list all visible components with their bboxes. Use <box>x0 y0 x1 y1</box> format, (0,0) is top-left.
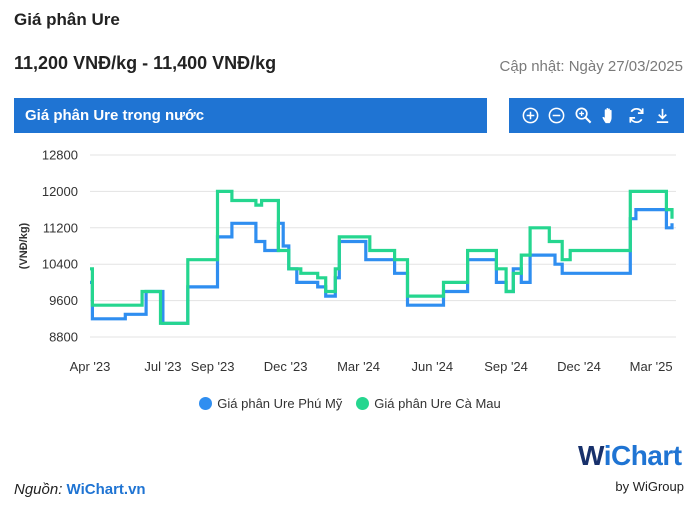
x-tick-label: Jul '23 <box>144 359 181 374</box>
zoom-out-icon[interactable] <box>546 105 568 127</box>
x-tick-label: Mar '24 <box>337 359 380 374</box>
x-tick-label: Sep '23 <box>191 359 235 374</box>
brand-logo: WiChart by WiGroup <box>578 440 688 500</box>
x-tick-label: Mar '25 <box>630 359 673 374</box>
x-tick-label: Sep '24 <box>484 359 528 374</box>
x-tick-label: Dec '24 <box>557 359 601 374</box>
x-tick-label: Apr '23 <box>70 359 111 374</box>
legend-label: Giá phân Ure Cà Mau <box>374 396 501 411</box>
line-chart: 8800 9600 10400 11200 12000 12800 Apr '23 Jul … <box>18 148 676 374</box>
y-tick-label: 12000 <box>42 184 78 199</box>
x-tick-label: Dec '23 <box>264 359 308 374</box>
legend-label: Giá phân Ure Phú Mỹ <box>217 396 343 411</box>
chart-title: Giá phân Ure trong nước <box>25 107 205 124</box>
chart-legend: Giá phân Ure Phú Mỹ Giá phân Ure Cà Mau <box>0 396 700 411</box>
chart-toolbar <box>509 98 684 133</box>
series-line-ca-mau <box>90 189 674 325</box>
reset-icon[interactable] <box>625 105 647 127</box>
zoom-in-icon[interactable] <box>519 105 541 127</box>
brand-subtitle: by WiGroup <box>615 479 684 494</box>
legend-dot-icon <box>356 397 370 410</box>
page-title: Giá phân Ure <box>14 10 120 29</box>
download-icon[interactable] <box>652 105 674 127</box>
y-tick-label: 12800 <box>42 148 78 163</box>
y-tick-label: 8800 <box>49 330 78 345</box>
series-line-phu-my <box>90 208 674 325</box>
chart-grid <box>90 154 676 338</box>
y-tick-label: 11200 <box>43 220 78 235</box>
updated-date: Cập nhật: Ngày 27/03/2025 <box>499 58 683 75</box>
price-range: 11,200 VNĐ/kg - 11,400 VNĐ/kg <box>14 53 277 73</box>
chart-title-bar: Giá phân Ure trong nước <box>14 98 487 133</box>
y-axis-label: (VNĐ/kg) <box>18 222 30 269</box>
legend-item-phu-my[interactable]: Giá phân Ure Phú Mỹ <box>199 396 342 411</box>
x-tick-label: Jun '24 <box>412 359 454 374</box>
y-tick-label: 10400 <box>42 257 78 272</box>
x-axis: Apr '23 Jul '23 Sep '23 Dec '23 Mar '24 Jun '… <box>70 359 673 374</box>
y-tick-label: 9600 <box>49 293 78 308</box>
legend-item-ca-mau[interactable]: Giá phân Ure Cà Mau <box>356 396 501 411</box>
pan-hand-icon[interactable] <box>599 105 621 127</box>
source-link[interactable]: WiChart.vn <box>66 481 146 498</box>
legend-dot-icon <box>199 397 213 410</box>
magnify-icon[interactable] <box>572 105 594 127</box>
source-label: Nguồn: <box>14 481 63 498</box>
source-line: Nguồn: WiChart.vn <box>14 481 146 498</box>
y-axis: 8800 9600 10400 11200 12000 12800 <box>42 148 78 345</box>
chart-series <box>90 189 674 325</box>
wichart-logo: WiChart <box>578 440 682 471</box>
